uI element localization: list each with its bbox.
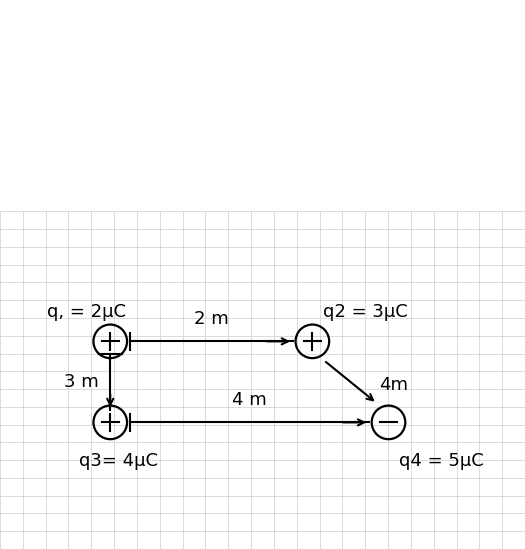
Text: q4 = 5μC: q4 = 5μC bbox=[399, 452, 484, 469]
Text: q3= 4μC: q3= 4μC bbox=[79, 452, 158, 469]
Text: 2 m: 2 m bbox=[194, 310, 229, 328]
Text: Four charges were initially infinitely far away
from each other. They were then : Four charges were initially infinitely f… bbox=[24, 8, 525, 139]
Text: 4 m: 4 m bbox=[232, 391, 267, 409]
Text: 3 m: 3 m bbox=[64, 373, 99, 391]
Text: q, = 2μC: q, = 2μC bbox=[47, 303, 126, 321]
Text: q2 = 3μC: q2 = 3μC bbox=[323, 303, 407, 321]
Text: 4m: 4m bbox=[379, 376, 408, 394]
